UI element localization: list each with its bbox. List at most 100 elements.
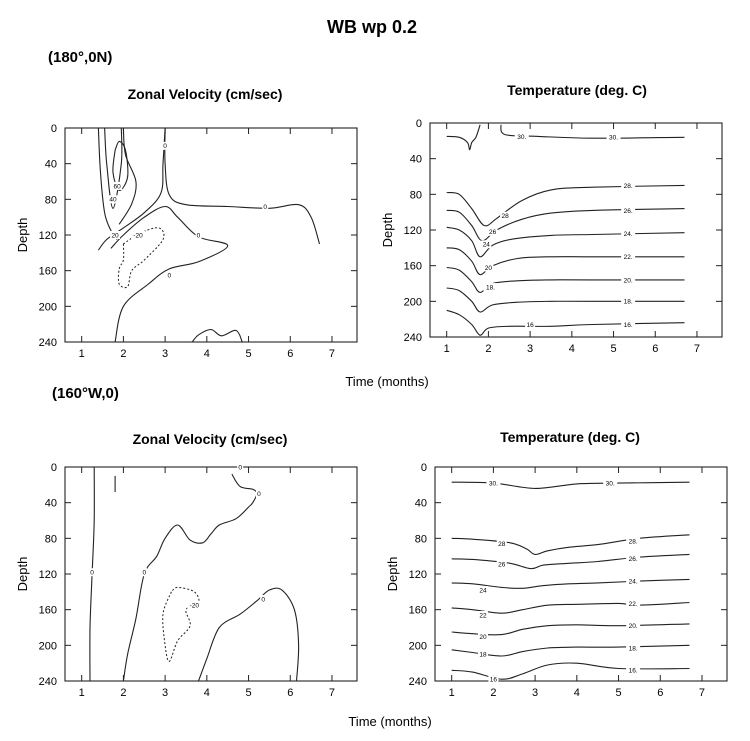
x-tick-label: 1 (79, 687, 85, 699)
contour-label: 16 (526, 322, 534, 329)
y-tick-label: 0 (416, 118, 422, 130)
contour-label-bg (496, 539, 507, 548)
contour-label: 22 (479, 612, 487, 619)
y-tick-label: 240 (409, 676, 427, 688)
x-tick-label: 5 (615, 687, 621, 699)
x-tick-label: 5 (245, 348, 251, 360)
y-tick-label: 160 (404, 261, 422, 273)
x-tick-label: 3 (162, 687, 168, 699)
contour-label: -20 (190, 603, 200, 610)
contour-line (451, 623, 690, 636)
panel-title: Zonal Velocity (cm/sec) (128, 86, 283, 102)
contour-label: -20 (133, 232, 143, 239)
contour-label: 30. (606, 480, 615, 487)
y-tick-label: 0 (51, 462, 57, 474)
y-tick-label: 160 (39, 605, 57, 617)
x-tick-label: 6 (287, 687, 293, 699)
contour-label: 0 (261, 596, 265, 603)
contour-label-bg (621, 275, 636, 284)
x-tick-label: 4 (569, 343, 575, 355)
x-tick-label: 6 (287, 348, 293, 360)
contour-line (446, 247, 685, 276)
contour-label: 40 (109, 197, 117, 204)
contour-panel: Zonal Velocity (cm/sec)Depth040801201602… (15, 86, 358, 360)
contour-label-bg (621, 181, 636, 190)
plot-frame (64, 127, 358, 343)
contour-label-bg (483, 283, 498, 292)
contour-label-bg (477, 611, 488, 620)
contour-label: 18. (624, 299, 633, 306)
contour-line (162, 586, 200, 662)
contour-panel: Temperature (deg. C)Depth040801201602002… (385, 429, 728, 699)
x-tick-label: 7 (329, 687, 335, 699)
contour-label: 24 (483, 242, 491, 249)
y-tick-label: 0 (421, 462, 427, 474)
contour-label-bg (603, 479, 618, 488)
contour-label: 60 (114, 183, 122, 190)
y-tick-label: 80 (45, 533, 57, 545)
contour-line (451, 662, 690, 680)
x-tick-label: 4 (574, 687, 580, 699)
contour-label: 24 (479, 587, 487, 594)
x-axis-label-top: Time (months) (345, 374, 428, 389)
y-tick-label: 120 (39, 569, 57, 581)
contour-label: 26 (498, 562, 506, 569)
x-tick-label: 1 (449, 687, 455, 699)
contour-panel: Zonal Velocity (cm/sec)Depth040801201602… (15, 431, 358, 699)
contour-label: 30. (517, 134, 526, 141)
contour-label-bg (621, 297, 636, 306)
contour-label-bg (621, 229, 636, 238)
x-tick-label: 1 (79, 348, 85, 360)
contour-line (500, 124, 685, 139)
x-tick-label: 4 (204, 348, 210, 360)
x-tick-label: 5 (245, 687, 251, 699)
x-tick-label: 2 (490, 687, 496, 699)
contour-label-bg (260, 594, 267, 603)
y-tick-label: 80 (45, 194, 57, 206)
contour-label-bg (626, 666, 641, 675)
plot-frame (434, 466, 728, 682)
contour-panel: Temperature (deg. C)Depth040801201602002… (380, 82, 723, 355)
section-label-bottom: (160°W,0) (52, 385, 119, 402)
x-tick-label: 6 (652, 343, 658, 355)
contour-label-bg (626, 599, 641, 608)
panel-title: Zonal Velocity (cm/sec) (133, 431, 288, 447)
contour-label: 28 (501, 213, 509, 220)
contour-label: 20. (624, 277, 633, 284)
x-tick-label: 3 (527, 343, 533, 355)
contour-line (446, 184, 685, 227)
y-tick-label: 200 (39, 640, 57, 652)
contour-label: 22. (624, 254, 633, 261)
contour-label: 24. (624, 231, 633, 238)
contour-line (451, 644, 690, 657)
contour-label: 0 (142, 570, 146, 577)
contour-label: 30. (489, 480, 498, 487)
y-tick-label: 160 (39, 266, 57, 278)
x-tick-label: 4 (204, 687, 210, 699)
x-tick-label: 7 (699, 687, 705, 699)
y-tick-label: 240 (39, 676, 57, 688)
section-label-top: (180°,0N) (48, 49, 112, 66)
contour-label-bg (621, 252, 636, 261)
x-tick-label: 2 (120, 348, 126, 360)
contour-line (164, 127, 321, 245)
contour-label-bg (237, 463, 244, 471)
contour-line (191, 328, 243, 343)
contour-label: 20 (485, 265, 493, 272)
y-axis-label: Depth (15, 218, 30, 253)
contour-label-bg (195, 231, 202, 239)
y-tick-label: 200 (409, 640, 427, 652)
contour-label-bg (89, 568, 96, 577)
y-tick-label: 120 (39, 230, 57, 242)
contour-line (451, 553, 690, 570)
contour-label: 28. (624, 183, 633, 190)
y-axis-label: Depth (15, 557, 30, 592)
y-tick-label: 160 (409, 605, 427, 617)
contour-label: 16. (624, 322, 633, 329)
y-tick-label: 40 (410, 154, 422, 166)
contour-label: 0 (197, 232, 201, 239)
y-tick-label: 200 (39, 301, 57, 313)
contour-label-bg (626, 554, 641, 563)
contour-label-bg (112, 181, 123, 190)
contour-line (446, 287, 685, 313)
